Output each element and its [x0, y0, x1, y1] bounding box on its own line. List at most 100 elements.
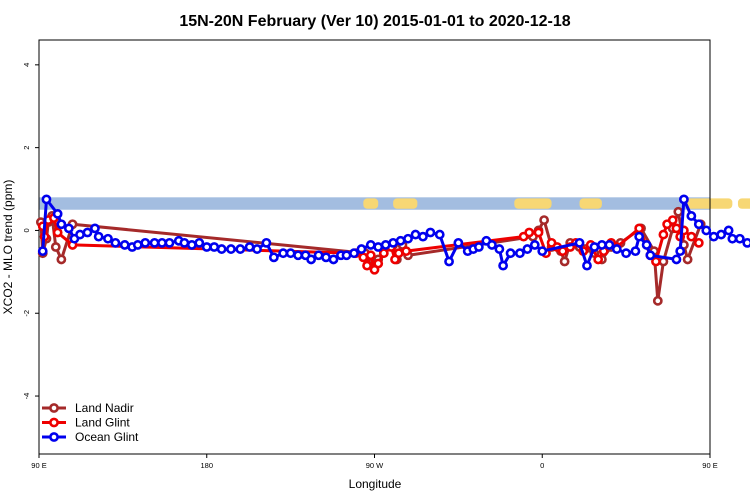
ocean-glint-point	[93, 231, 104, 242]
ocean-glint-point	[634, 231, 645, 242]
legend-swatch-marker	[49, 403, 59, 413]
ocean-glint-point	[235, 244, 246, 254]
y-axis: -4 -2 0 2 4	[22, 63, 39, 400]
ocean-glint-point	[498, 260, 509, 271]
ocean-glint-point	[487, 240, 497, 250]
ocean-glint-point	[110, 237, 121, 248]
ocean-glint-point	[90, 223, 100, 234]
land-nadir-point	[50, 242, 61, 252]
ocean-glint-point	[293, 250, 303, 261]
legend-item-land-nadir: Land Nadir	[42, 401, 134, 415]
ocean-glint-point	[37, 246, 48, 257]
ocean-glint-point	[341, 250, 352, 261]
land-patch	[393, 198, 418, 209]
legend-label: Land Nadir	[75, 401, 134, 415]
ocean-glint-point	[328, 254, 339, 265]
y-tick-label: -2	[22, 310, 31, 317]
ocean-glint-point	[671, 254, 682, 265]
ocean-glint-point	[75, 229, 85, 240]
ocean-glint-point	[641, 240, 652, 250]
ocean-glint-point	[505, 248, 516, 259]
y-tick-label: 4	[22, 63, 31, 67]
land-nadir-point	[539, 215, 550, 225]
ocean-glint-point	[403, 233, 413, 244]
ocean-glint-point	[365, 240, 376, 250]
ocean-glint-point	[645, 250, 656, 261]
land-glint-point	[362, 260, 372, 271]
ocean-glint-point	[216, 244, 227, 254]
land-mask-band	[39, 197, 750, 210]
ocean-glint-point	[630, 246, 641, 257]
x-tick-label: 90 E	[702, 461, 717, 470]
ocean-glint-point	[63, 223, 74, 234]
ocean-glint-point	[582, 260, 592, 271]
ocean-glint-point	[388, 237, 399, 248]
ocean-glint-point	[201, 242, 212, 252]
land-nadir-point	[682, 254, 693, 265]
land-glint-point	[378, 248, 389, 259]
land-nadir-point	[673, 206, 684, 217]
ocean-glint-point	[149, 237, 160, 248]
ocean-glint-point	[742, 237, 750, 248]
ocean-glint-point	[679, 194, 689, 205]
legend-item-land-glint: Land Glint	[42, 416, 130, 430]
legend-item-ocean-glint: Ocean Glint	[42, 430, 139, 444]
ocean-glint-point	[395, 235, 406, 246]
ocean-glint-point	[313, 250, 324, 261]
ocean-glint-point	[473, 242, 484, 252]
land-patch	[685, 198, 733, 209]
land-glint-point	[634, 223, 645, 234]
ocean-glint-point	[41, 194, 52, 205]
ocean-glint-point	[103, 233, 113, 244]
land-glint-point	[651, 256, 661, 267]
ocean-glint-point	[285, 248, 296, 259]
ocean-glint-point	[209, 242, 220, 252]
land-glint-point	[658, 229, 669, 240]
land-nadir-point	[559, 256, 570, 267]
ocean-glint-point	[675, 246, 686, 257]
legend-swatch-marker	[49, 432, 59, 442]
land-glint-point	[533, 227, 544, 238]
ocean-glint-point	[434, 229, 445, 240]
ocean-glint-point	[349, 248, 359, 259]
land-patch	[514, 198, 552, 209]
ocean-glint-point	[716, 229, 727, 240]
ocean-glint-point	[596, 240, 607, 250]
x-tick-label: 90 E	[31, 461, 46, 470]
ocean-glint-point	[574, 237, 585, 248]
land-glint-point	[52, 227, 63, 238]
y-tick-label: -4	[22, 393, 31, 400]
land-patch	[579, 198, 602, 209]
ocean-glint-point	[693, 219, 704, 230]
ocean-glint-point	[252, 244, 262, 254]
land-glint-point	[401, 246, 412, 257]
ocean-glint-point	[444, 256, 454, 267]
land-nadir-point	[652, 295, 663, 306]
ocean-glint-point	[734, 233, 745, 244]
ocean-glint-point	[157, 237, 167, 248]
ocean-glint-point	[621, 248, 632, 259]
land-glint-point	[671, 223, 682, 234]
ocean-glint-point	[727, 233, 738, 244]
land-patch	[737, 198, 750, 209]
ocean-glint-point	[82, 227, 93, 238]
series-layer	[35, 194, 750, 306]
x-tick-label: 180	[200, 461, 213, 470]
land-glint-point	[365, 250, 376, 261]
ocean-glint-point	[529, 240, 540, 250]
ocean-glint-point	[380, 240, 391, 250]
ocean-glint-point	[321, 252, 331, 263]
land-patch	[363, 198, 379, 209]
ocean-glint-point	[701, 225, 712, 236]
ocean-glint-point	[723, 225, 734, 236]
land-glint-point	[686, 231, 697, 242]
x-tick-label: 90 W	[366, 461, 384, 470]
ocean-glint-point	[418, 231, 428, 242]
land-glint-point	[667, 215, 678, 225]
land-glint-point	[373, 258, 384, 269]
land-glint-point	[358, 252, 369, 263]
ocean-glint-point	[194, 237, 205, 248]
ocean-glint-point	[453, 237, 464, 248]
